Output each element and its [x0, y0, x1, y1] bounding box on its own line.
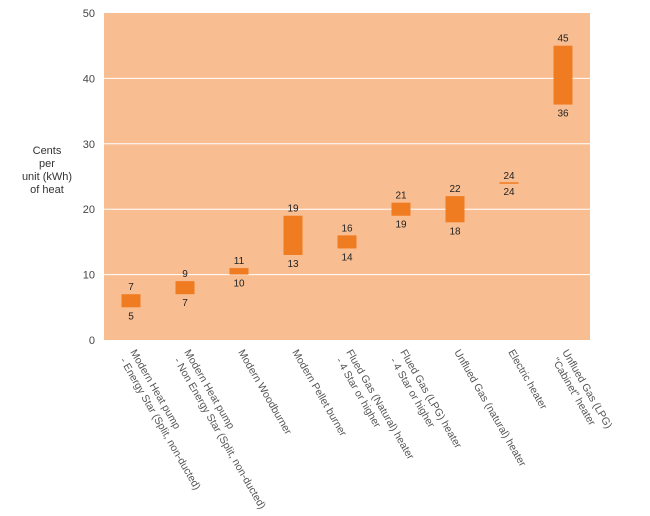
range-bar [499, 182, 519, 184]
x-category-label: Modern Woodburner [235, 348, 294, 438]
x-category-label: Unflued Gas (LPG)"Cabinet" heater [548, 348, 614, 438]
range-bar [175, 281, 195, 295]
range-bar [229, 268, 249, 275]
value-label-low: 13 [287, 259, 299, 270]
y-tick-label: 0 [89, 335, 95, 347]
range-bar [337, 235, 357, 249]
value-label-low: 7 [182, 298, 188, 309]
range-bar [391, 202, 411, 216]
value-label-low: 10 [233, 279, 245, 290]
range-bar [121, 294, 141, 308]
value-label-high: 24 [503, 171, 515, 182]
y-axis-label-line: per [39, 158, 55, 170]
value-label-low: 24 [503, 187, 515, 198]
value-label-low: 18 [449, 226, 461, 237]
range-bar [445, 196, 465, 223]
value-label-high: 7 [128, 282, 134, 293]
value-label-high: 19 [287, 204, 299, 215]
value-label-high: 9 [182, 269, 188, 280]
x-category-label: Electric heater [505, 348, 549, 413]
x-axis-categories: Modern Heat pump- Energy Star (Split, no… [117, 348, 614, 512]
value-label-high: 11 [234, 256, 245, 267]
y-tick-label: 50 [83, 8, 95, 20]
x-category-label-line: Electric heater [505, 348, 549, 413]
value-label-high: 22 [449, 184, 461, 195]
value-label-low: 5 [128, 311, 134, 322]
bars [121, 45, 573, 308]
y-axis-ticks: 0 10 20 30 40 50 [83, 8, 95, 347]
value-label-high: 45 [557, 34, 569, 45]
x-category-label-line: Flued Gas (LPG) heater [397, 348, 464, 451]
value-label-low: 36 [557, 109, 569, 120]
x-category-label-line: Modern Woodburner [235, 348, 294, 438]
value-label-high: 16 [341, 223, 353, 234]
x-category-label: Modern Heat pump- Non Energy Star (Split… [170, 348, 279, 512]
value-labels: 7 5 9 7 11 10 19 13 16 14 21 19 22 18 24 24 45 36 [128, 34, 569, 323]
value-label-high: 21 [395, 191, 407, 202]
value-label-low: 19 [395, 220, 407, 231]
gridlines [104, 77, 590, 276]
range-bar [553, 45, 573, 105]
y-tick-label: 40 [83, 73, 95, 85]
y-tick-label: 10 [83, 270, 95, 282]
y-tick-label: 30 [83, 139, 95, 151]
y-axis-label-line: Cents [33, 145, 62, 157]
range-bar [283, 215, 303, 255]
y-axis-label-line: unit (kWh) [22, 171, 72, 183]
y-tick-label: 20 [83, 204, 95, 216]
y-axis-label-line: of heat [30, 184, 64, 196]
value-label-low: 14 [341, 252, 353, 263]
